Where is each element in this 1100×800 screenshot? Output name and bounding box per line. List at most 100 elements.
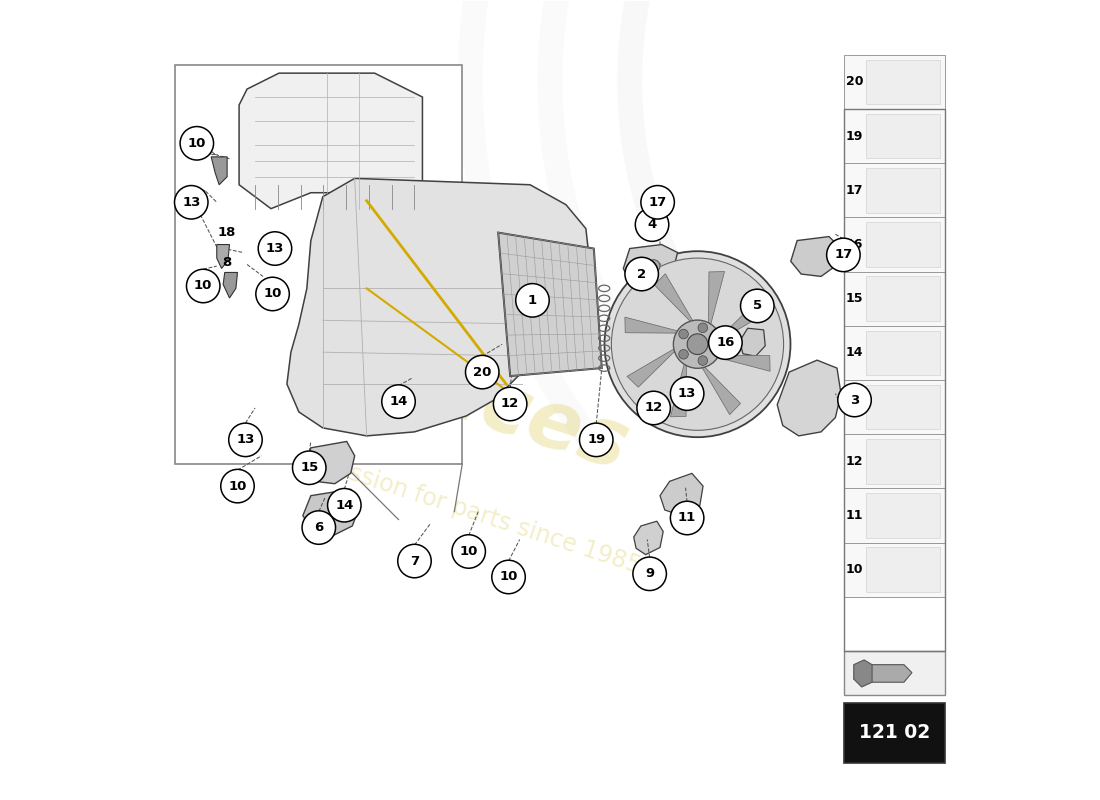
Text: 13: 13 — [266, 242, 284, 255]
Circle shape — [398, 544, 431, 578]
Bar — [844, 651, 945, 695]
Polygon shape — [634, 521, 663, 554]
Polygon shape — [302, 490, 361, 535]
Circle shape — [516, 284, 549, 317]
Bar — [867, 168, 939, 213]
Text: 10: 10 — [499, 570, 518, 583]
Bar — [844, 542, 945, 597]
Text: 12: 12 — [645, 402, 663, 414]
Circle shape — [826, 238, 860, 272]
Bar — [867, 59, 939, 104]
Circle shape — [180, 126, 213, 160]
Text: 8: 8 — [222, 256, 232, 270]
Polygon shape — [306, 442, 354, 484]
Text: elräces: elräces — [302, 313, 638, 487]
Text: 10: 10 — [194, 279, 212, 293]
Circle shape — [302, 511, 336, 544]
Text: 17: 17 — [649, 196, 667, 209]
Circle shape — [708, 326, 742, 359]
Text: 13: 13 — [236, 434, 254, 446]
Polygon shape — [713, 301, 768, 344]
Circle shape — [612, 258, 783, 430]
Circle shape — [465, 355, 499, 389]
Circle shape — [293, 451, 326, 485]
Text: 17: 17 — [834, 249, 852, 262]
Circle shape — [673, 320, 722, 368]
Bar — [867, 114, 939, 158]
Bar — [844, 55, 945, 109]
Circle shape — [187, 270, 220, 302]
Polygon shape — [724, 288, 769, 328]
Circle shape — [688, 334, 707, 354]
Circle shape — [637, 391, 670, 425]
Bar — [175, 65, 462, 464]
Bar — [844, 489, 945, 542]
Circle shape — [647, 260, 660, 273]
Polygon shape — [625, 317, 686, 334]
Text: 2: 2 — [637, 267, 646, 281]
Text: 4: 4 — [648, 218, 657, 231]
Circle shape — [698, 323, 707, 333]
Text: 10: 10 — [460, 545, 477, 558]
Text: 10: 10 — [263, 287, 282, 301]
Circle shape — [679, 350, 689, 359]
Text: 16: 16 — [716, 336, 735, 349]
Text: 18: 18 — [218, 226, 236, 239]
Text: 5: 5 — [752, 299, 762, 313]
Polygon shape — [778, 360, 842, 436]
Polygon shape — [697, 360, 740, 414]
Circle shape — [679, 330, 689, 339]
Text: 6: 6 — [315, 521, 323, 534]
Circle shape — [492, 560, 526, 594]
Bar — [867, 385, 939, 430]
Text: 13: 13 — [678, 387, 696, 400]
Polygon shape — [217, 245, 230, 269]
Polygon shape — [854, 660, 872, 687]
Bar — [844, 272, 945, 326]
Circle shape — [838, 383, 871, 417]
Bar — [867, 277, 939, 321]
Polygon shape — [739, 328, 766, 356]
Polygon shape — [660, 474, 703, 515]
Text: 1: 1 — [528, 294, 537, 307]
Bar — [844, 380, 945, 434]
Polygon shape — [708, 355, 770, 371]
Polygon shape — [287, 178, 590, 436]
Text: 19: 19 — [587, 434, 605, 446]
Bar — [867, 547, 939, 592]
Bar — [844, 109, 945, 651]
Circle shape — [740, 289, 774, 322]
Circle shape — [494, 387, 527, 421]
Text: 14: 14 — [846, 346, 864, 359]
Circle shape — [382, 385, 416, 418]
Circle shape — [625, 258, 659, 290]
Text: 19: 19 — [846, 130, 864, 142]
Polygon shape — [624, 245, 678, 288]
Bar — [844, 218, 945, 272]
Polygon shape — [708, 271, 725, 334]
Polygon shape — [654, 274, 697, 329]
Bar — [867, 439, 939, 484]
Circle shape — [258, 232, 292, 266]
Text: 11: 11 — [678, 511, 696, 525]
Circle shape — [632, 557, 667, 590]
Circle shape — [698, 356, 707, 366]
Bar — [844, 163, 945, 218]
Text: 20: 20 — [473, 366, 492, 378]
Bar — [844, 109, 945, 163]
Polygon shape — [627, 344, 682, 387]
Bar — [844, 326, 945, 380]
Bar — [867, 330, 939, 375]
Text: 10: 10 — [229, 479, 246, 493]
Circle shape — [256, 278, 289, 310]
Circle shape — [580, 423, 613, 457]
Polygon shape — [498, 233, 602, 376]
Polygon shape — [223, 273, 238, 298]
Text: 12: 12 — [500, 398, 519, 410]
Circle shape — [636, 208, 669, 242]
Bar — [844, 703, 945, 762]
Circle shape — [175, 186, 208, 219]
Circle shape — [328, 489, 361, 522]
Circle shape — [229, 423, 262, 457]
Text: 121 02: 121 02 — [859, 723, 930, 742]
